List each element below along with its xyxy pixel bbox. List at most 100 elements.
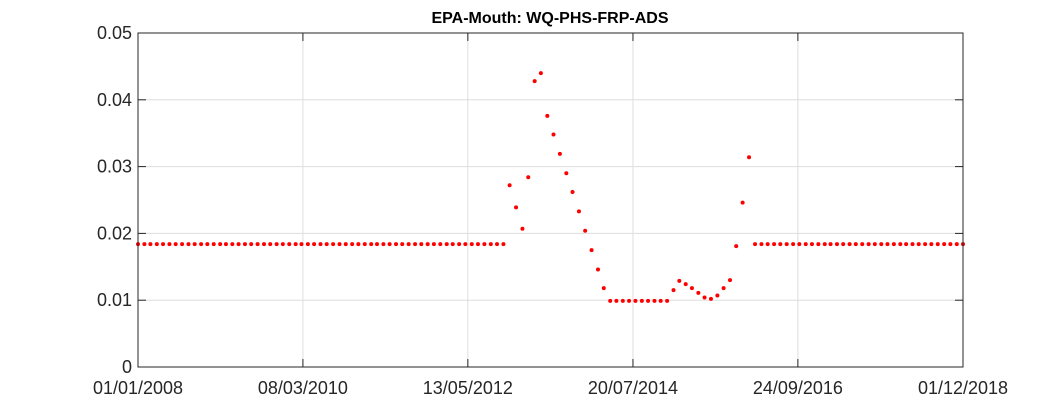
data-point (658, 298, 663, 303)
data-point (797, 242, 802, 247)
data-point (199, 242, 204, 247)
data-point (772, 242, 777, 247)
data-point (375, 242, 379, 247)
x-tick-label: 20/07/2014 (588, 378, 678, 398)
data-point (223, 242, 228, 247)
y-tick-label: 0 (122, 357, 132, 377)
data-point (557, 151, 562, 156)
data-point (696, 290, 701, 295)
data-point (671, 288, 676, 293)
data-point (809, 242, 814, 247)
data-point (545, 113, 550, 118)
data-point (677, 278, 682, 283)
y-tick-label: 0.03 (97, 157, 132, 177)
data-point (475, 242, 480, 247)
y-tick-label: 0.02 (97, 223, 132, 243)
data-point (734, 244, 739, 249)
data-point (280, 242, 285, 247)
data-point (538, 71, 543, 76)
data-point (173, 242, 178, 247)
data-point (381, 242, 386, 247)
data-point (255, 242, 260, 247)
data-point (419, 242, 424, 247)
data-point (765, 242, 770, 247)
chart-title: EPA-Mouth: WQ-PHS-FRP-ADS (432, 10, 669, 27)
data-point (791, 242, 796, 247)
data-point (305, 242, 310, 247)
data-point (312, 242, 317, 247)
x-tick-label: 01/12/2018 (918, 378, 1008, 398)
data-point (482, 242, 487, 247)
y-tick-label: 0.01 (97, 290, 132, 310)
data-point (778, 242, 783, 247)
data-point (142, 242, 147, 247)
data-point (293, 242, 298, 247)
data-point (236, 242, 241, 247)
data-point (652, 298, 657, 303)
data-point (740, 200, 745, 205)
data-point (708, 296, 713, 301)
data-point (891, 242, 896, 247)
data-point (721, 286, 726, 291)
data-point (369, 242, 374, 247)
data-point (898, 242, 903, 247)
data-point (948, 242, 953, 247)
data-point (702, 295, 707, 300)
data-point (923, 242, 928, 247)
data-point (287, 242, 292, 247)
data-point (551, 132, 556, 137)
data-point (608, 298, 613, 303)
data-point (753, 242, 758, 247)
data-point (450, 242, 455, 247)
data-point (576, 209, 581, 214)
data-point (595, 267, 600, 272)
data-point (728, 278, 733, 283)
plot-area (138, 33, 963, 367)
x-tick-label: 24/09/2016 (753, 378, 843, 398)
axes-box (137, 32, 964, 368)
data-point (942, 242, 947, 247)
data-point (822, 242, 827, 247)
data-point (268, 242, 273, 247)
data-point (532, 79, 537, 84)
data-point (488, 242, 493, 247)
data-point (406, 242, 411, 247)
data-point (520, 226, 525, 231)
tick-marks (137, 32, 964, 368)
x-tick-label: 13/05/2012 (423, 378, 513, 398)
data-point (394, 242, 399, 247)
data-point (564, 171, 569, 176)
data-point (495, 242, 500, 247)
data-point (583, 228, 588, 233)
data-point (186, 242, 191, 247)
data-point (689, 286, 694, 291)
grid-lines (137, 32, 964, 368)
data-point (387, 242, 392, 247)
data-point (646, 298, 651, 303)
data-point (318, 242, 323, 247)
data-point (620, 298, 625, 303)
data-point (847, 242, 852, 247)
data-point (683, 282, 688, 287)
y-tick-labels: 0 0.01 0.02 0.03 0.04 0.05 (97, 23, 132, 377)
data-point (759, 242, 764, 247)
data-point (242, 242, 247, 247)
data-point (501, 242, 506, 247)
data-point (167, 242, 172, 247)
data-point (910, 242, 915, 247)
x-tick-label: 08/03/2010 (258, 378, 348, 398)
data-point (192, 242, 197, 247)
data-point (274, 242, 279, 247)
data-point (438, 242, 443, 247)
data-point (337, 242, 342, 247)
data-point (885, 242, 890, 247)
data-point (154, 242, 159, 247)
data-point (457, 242, 462, 247)
data-point (526, 175, 531, 180)
data-point (570, 189, 575, 194)
data-point (929, 242, 934, 247)
data-point (180, 242, 185, 247)
data-point (230, 242, 235, 247)
data-point (904, 242, 909, 247)
